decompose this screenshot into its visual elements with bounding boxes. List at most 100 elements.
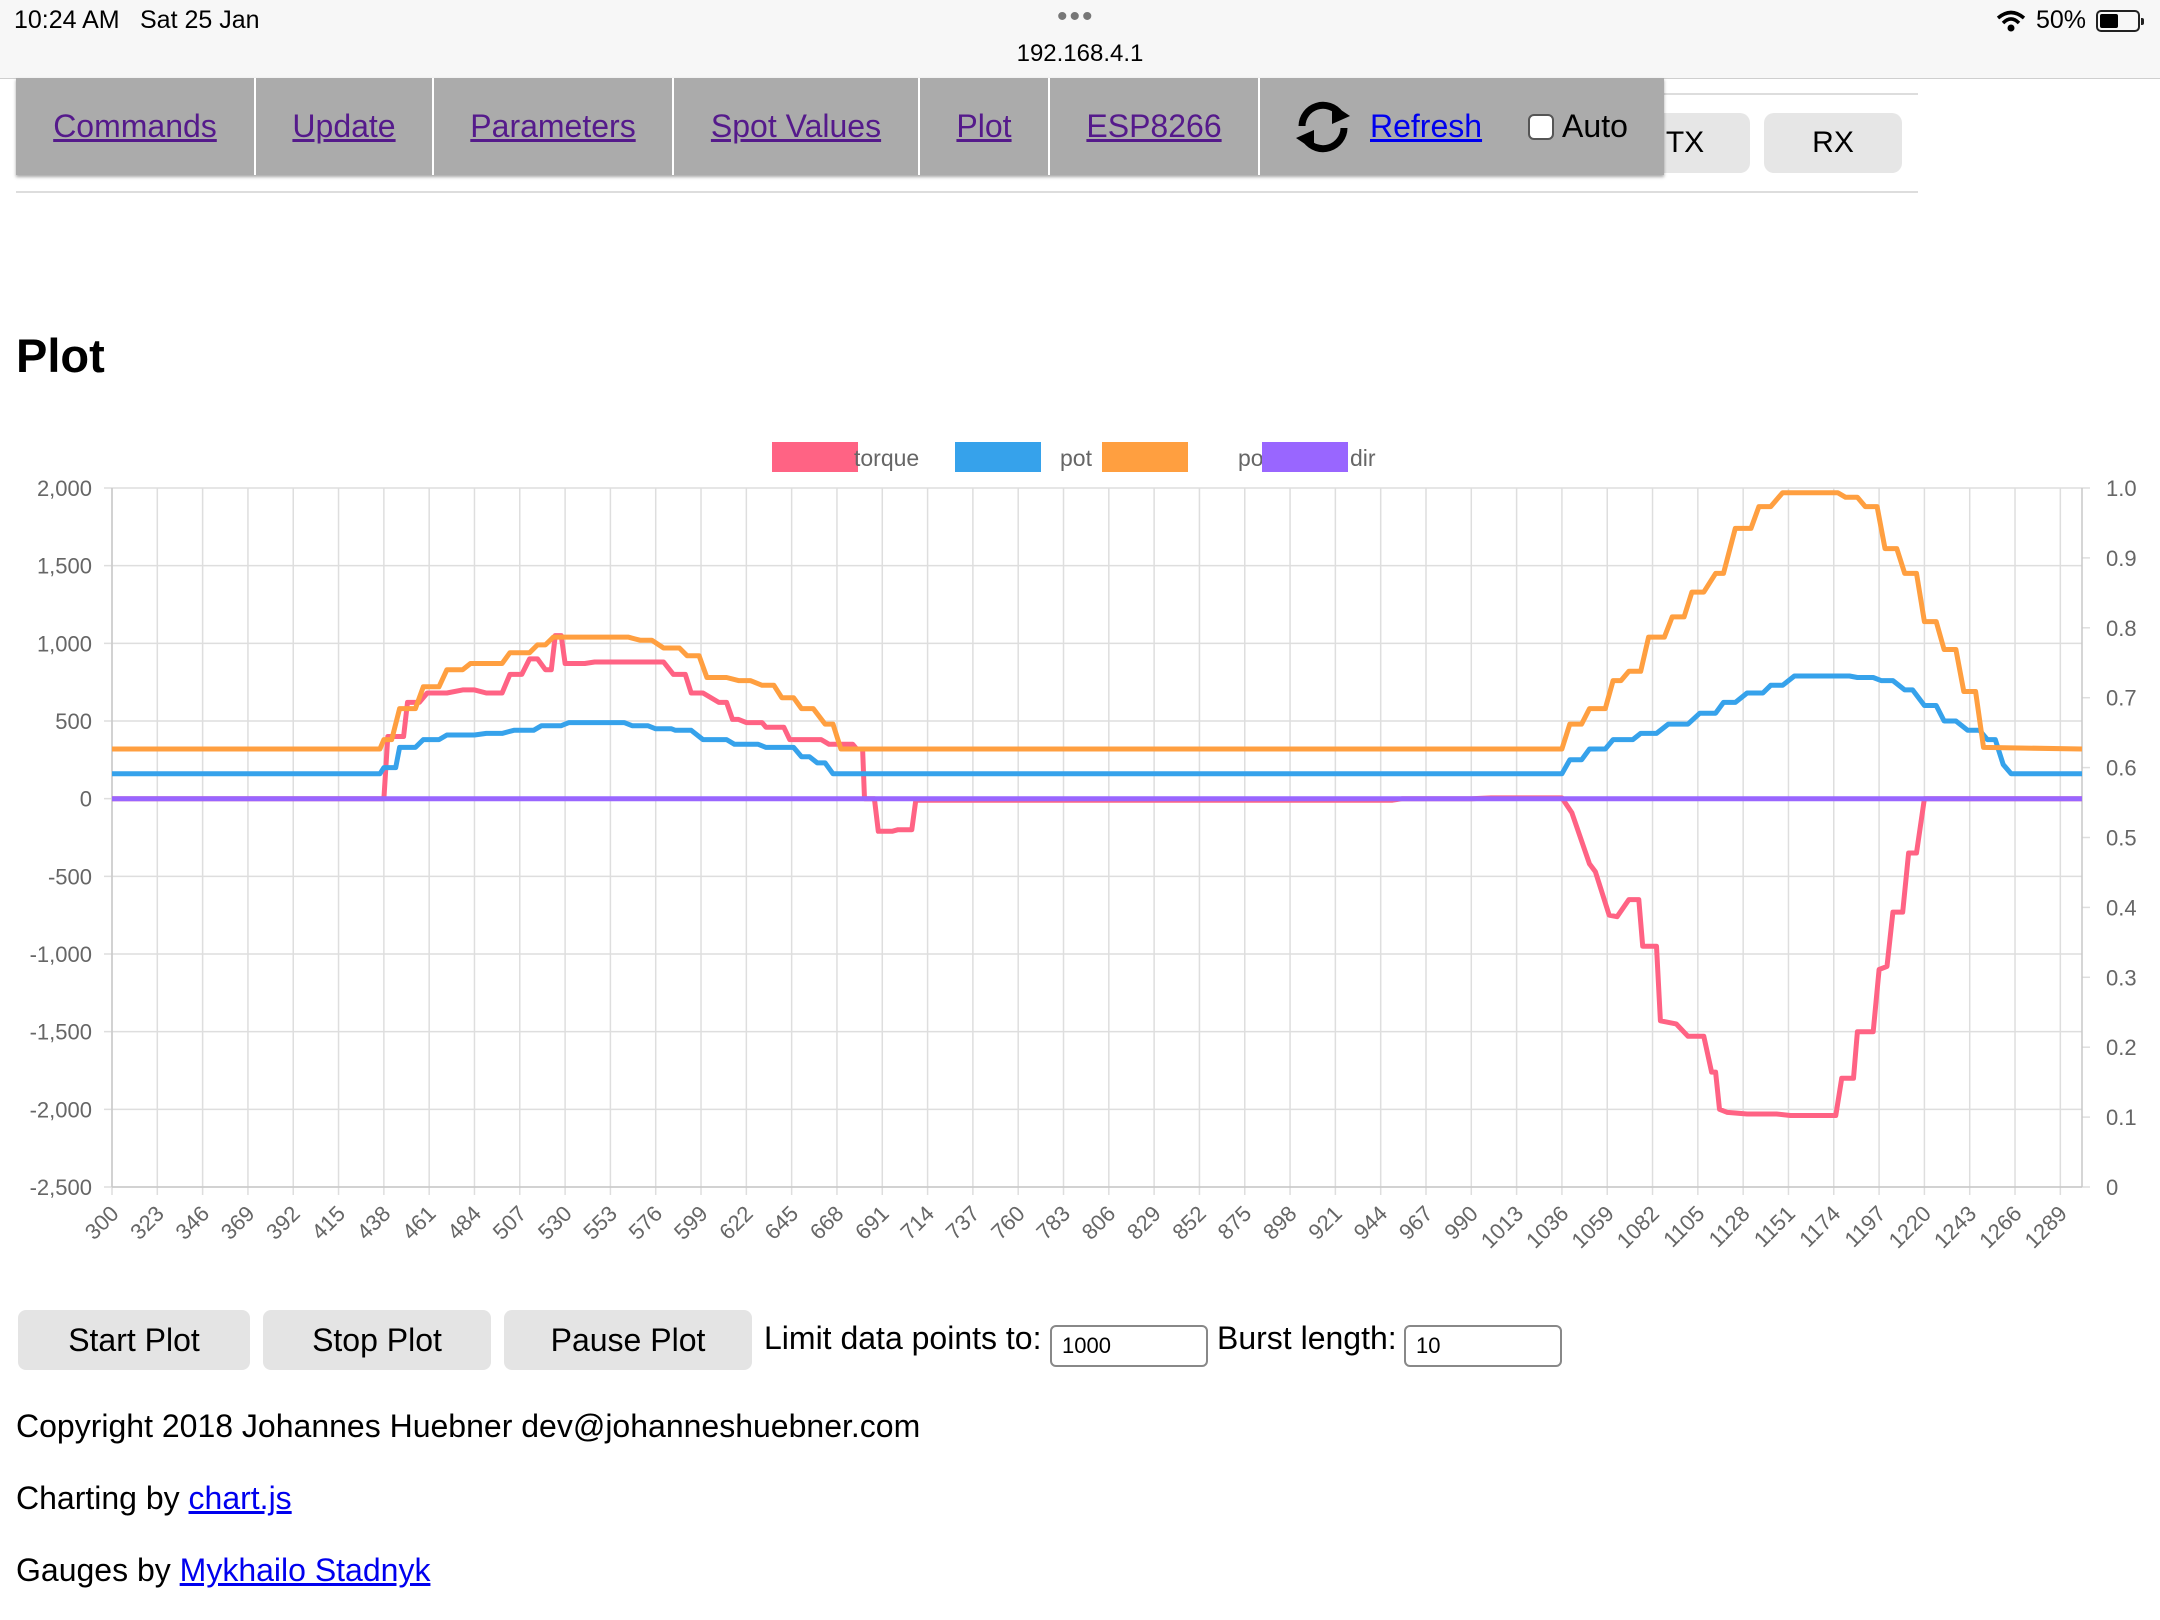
start-plot-button[interactable]: Start Plot [18, 1310, 250, 1370]
burst-label: Burst length: [1217, 1320, 1397, 1356]
y-right-tick-label: 0.5 [2106, 826, 2137, 851]
x-tick-label: 1059 [1566, 1201, 1618, 1253]
more-dots-icon[interactable]: ••• [1057, 0, 1095, 33]
x-tick-label: 346 [171, 1201, 215, 1245]
y-right-tick-label: 0.1 [2106, 1105, 2137, 1130]
nav-link-parameters[interactable]: Parameters [470, 108, 636, 144]
nav-item-commands[interactable]: Commands [16, 78, 256, 175]
x-tick-label: 369 [216, 1201, 260, 1245]
charting-credit: Charting by chart.js [16, 1480, 292, 1517]
x-tick-label: 668 [805, 1201, 849, 1245]
x-tick-label: 921 [1303, 1201, 1347, 1245]
y-right-tick-label: 0.2 [2106, 1035, 2137, 1060]
x-tick-label: 645 [760, 1201, 804, 1245]
x-tick-label: 461 [397, 1201, 441, 1245]
x-tick-label: 323 [125, 1201, 169, 1245]
y-right-tick-label: 0.7 [2106, 686, 2137, 711]
chart-series-lines [112, 490, 2083, 1118]
nav-link-esp8266[interactable]: ESP8266 [1086, 108, 1222, 144]
gauges-author-link[interactable]: Mykhailo Stadnyk [179, 1552, 431, 1588]
x-tick-label: 599 [669, 1201, 713, 1245]
address-bar-url[interactable]: 192.168.4.1 [1016, 40, 1144, 67]
series-line-pot2 [112, 490, 2083, 752]
chart-grid [104, 487, 2090, 1195]
plot-chart[interactable]: torque pot pot2 dir 2,0001,5001,0005000-500… [0, 430, 2160, 1260]
x-tick-label: 300 [80, 1201, 124, 1245]
x-tick-label: 1289 [2020, 1201, 2072, 1253]
x-tick-label: 760 [986, 1201, 1030, 1245]
nav-link-plot[interactable]: Plot [956, 108, 1012, 144]
x-tick-label: 1013 [1476, 1201, 1528, 1253]
x-tick-label: 1220 [1884, 1201, 1936, 1253]
legend-label-torque: torque [854, 445, 919, 471]
nav-item-esp8266[interactable]: ESP8266 [1050, 78, 1260, 175]
nav-link-spot-values[interactable]: Spot Values [710, 108, 882, 144]
x-tick-label: 484 [442, 1201, 486, 1245]
x-tick-label: 990 [1439, 1201, 1483, 1245]
burst-length-input[interactable] [1404, 1325, 1562, 1367]
chartjs-link[interactable]: chart.js [188, 1480, 292, 1516]
stop-plot-button[interactable]: Stop Plot [263, 1310, 491, 1370]
x-tick-label: 507 [488, 1201, 532, 1245]
x-tick-label: 1151 [1749, 1201, 1800, 1252]
auto-toggle[interactable]: Auto [1528, 108, 1628, 145]
limit-data-points-input[interactable] [1050, 1325, 1208, 1367]
nav-item-spot-values[interactable]: Spot Values [674, 78, 920, 175]
chart-legend: torque pot pot2 dir [772, 442, 1376, 472]
series-line-torque [112, 633, 2082, 1118]
y-right-tick-label: 0 [2106, 1175, 2118, 1200]
y-left-tick-label: -1,000 [30, 942, 92, 967]
gauges-prefix: Gauges by [16, 1552, 180, 1588]
x-tick-label: 553 [578, 1201, 622, 1245]
refresh-link[interactable]: Refresh [1370, 108, 1483, 144]
nav-item-update[interactable]: Update [256, 78, 434, 175]
y-right-tick-label: 1.0 [2106, 476, 2137, 501]
wifi-icon [1996, 10, 2026, 31]
x-tick-label: 898 [1258, 1201, 1302, 1245]
legend-swatch-pot2 [1102, 442, 1188, 472]
x-tick-label: 622 [714, 1201, 758, 1245]
y-right-tick-label: 0.8 [2106, 616, 2137, 641]
x-tick-label: 691 [850, 1201, 894, 1245]
x-axis-ticks: 300 323 346 369 392 415 438 461 484 507 530 553 576 5… [80, 1201, 2072, 1253]
y-left-tick-label: 1,000 [37, 631, 92, 656]
status-bar: 10:24 AM Sat 25 Jan ••• 192.168.4.1 50% [0, 0, 2160, 79]
auto-checkbox[interactable] [1528, 113, 1555, 140]
y-left-tick-label: -2,500 [30, 1175, 92, 1200]
nav-item-parameters[interactable]: Parameters [434, 78, 674, 175]
x-tick-label: 438 [352, 1201, 396, 1245]
x-tick-label: 1243 [1929, 1201, 1981, 1253]
refresh-icon[interactable] [1292, 100, 1354, 154]
x-tick-label: 1128 [1704, 1201, 1755, 1252]
x-tick-label: 1197 [1839, 1201, 1890, 1252]
x-tick-label: 737 [941, 1201, 985, 1245]
x-tick-label: 875 [1213, 1201, 1257, 1245]
y-right-tick-label: 0.4 [2106, 895, 2137, 920]
x-tick-label: 783 [1031, 1201, 1075, 1245]
x-tick-label: 576 [624, 1201, 668, 1245]
x-tick-label: 1082 [1612, 1201, 1664, 1253]
x-tick-label: 1105 [1658, 1201, 1709, 1252]
legend-label-pot: pot [1060, 445, 1093, 471]
battery-fill [2100, 13, 2118, 28]
x-tick-label: 1036 [1521, 1201, 1573, 1253]
y-right-tick-label: 0.6 [2106, 756, 2137, 781]
x-tick-label: 714 [895, 1201, 939, 1245]
nav-item-plot[interactable]: Plot [920, 78, 1050, 175]
y-left-tick-label: 500 [55, 709, 92, 734]
y-right-tick-label: 0.3 [2106, 965, 2137, 990]
refresh-group: Refresh Auto [1260, 78, 1628, 175]
y-left-tick-label: -2,000 [30, 1097, 92, 1122]
status-date: Sat 25 Jan [140, 6, 260, 34]
copyright-text: Copyright 2018 Johannes Huebner dev@joha… [16, 1408, 921, 1444]
auto-label: Auto [1562, 108, 1628, 144]
tab-rx[interactable]: RX [1764, 113, 1902, 173]
pause-plot-button[interactable]: Pause Plot [504, 1310, 752, 1370]
y-left-tick-label: -1,500 [30, 1020, 92, 1045]
nav-link-update[interactable]: Update [292, 108, 396, 144]
nav-link-commands[interactable]: Commands [53, 108, 217, 144]
x-tick-label: 415 [306, 1201, 350, 1245]
x-tick-label: 392 [261, 1201, 305, 1245]
x-tick-label: 944 [1349, 1201, 1393, 1245]
series-line-pot [112, 673, 2082, 777]
